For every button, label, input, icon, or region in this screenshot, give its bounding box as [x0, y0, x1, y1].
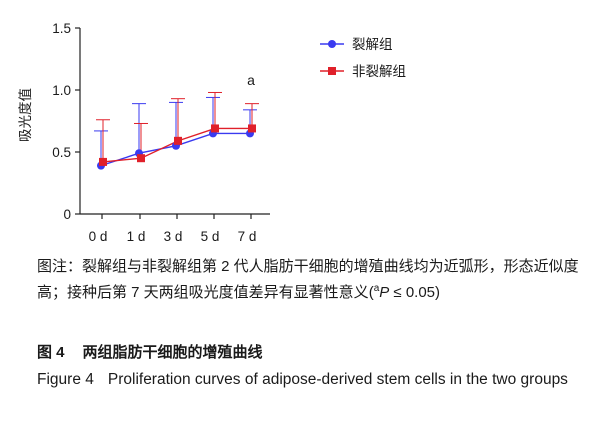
note-text: 图注：裂解组与非裂解组第 2 代人脂肪干细胞的增殖曲线均为近弧形，形态近似度高；… — [37, 258, 579, 301]
data-point — [174, 136, 182, 145]
y-tick-label: 1.5 — [52, 21, 71, 36]
legend-label: 裂解组 — [352, 37, 393, 52]
legend-label: 非裂解组 — [352, 64, 406, 79]
note-comparison: ≤ 0.05) — [389, 284, 441, 301]
figure-note: 图注：裂解组与非裂解组第 2 代人脂肪干细胞的增殖曲线均为近弧形，形态近似度高；… — [37, 256, 585, 304]
figure-title-en: Figure 4 Proliferation curves of adipose-… — [37, 368, 585, 392]
x-tick-label: 3 d — [164, 229, 183, 244]
y-tick-label: 0 — [63, 207, 71, 222]
x-tick-label: 0 d — [89, 229, 108, 244]
x-tick-label: 7 d — [238, 229, 257, 244]
note-open: ( — [368, 284, 374, 301]
figure-number-cn: 图 4 — [37, 344, 65, 361]
note-superscript: a — [373, 283, 380, 294]
data-point — [248, 124, 256, 133]
note-p-value: (aP ≤ 0.05) — [368, 283, 441, 301]
data-markers — [97, 124, 256, 170]
significance-label: a — [247, 72, 255, 88]
y-tick-label: 0.5 — [52, 145, 71, 160]
data-point — [137, 154, 145, 163]
data-point — [211, 124, 219, 133]
figure-title-cn: 图 4 两组脂肪干细胞的增殖曲线 — [37, 342, 263, 364]
y-axis-label: 吸光度值 — [18, 88, 33, 142]
legend-marker — [328, 40, 336, 48]
legend-marker — [328, 67, 336, 75]
figure-number-en: Figure 4 — [37, 371, 94, 388]
x-tick-label: 5 d — [201, 229, 220, 244]
figure-heading-en: Proliferation curves of adipose-derived … — [107, 371, 568, 388]
x-tick-label: 1 d — [127, 229, 146, 244]
figure-heading-cn: 两组脂肪干细胞的增殖曲线 — [82, 344, 263, 361]
chart-axes: 0 0.5 1.0 1.5 0 d 1 d 3 d 5 d 7 d 吸光度值 — [18, 21, 270, 244]
note-p: P — [379, 284, 390, 301]
y-tick-label: 1.0 — [52, 83, 71, 98]
chart-labels: a — [247, 72, 255, 88]
data-point — [99, 157, 107, 166]
